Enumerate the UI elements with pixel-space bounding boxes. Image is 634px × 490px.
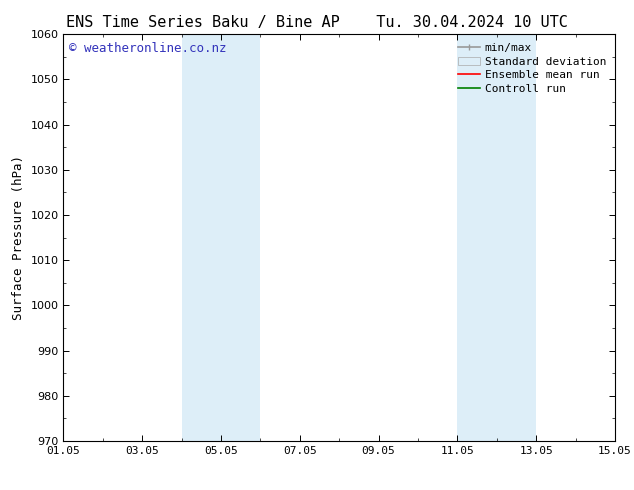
- Text: © weatheronline.co.nz: © weatheronline.co.nz: [69, 43, 226, 55]
- Text: ENS Time Series Baku / Bine AP    Tu. 30.04.2024 10 UTC: ENS Time Series Baku / Bine AP Tu. 30.04…: [66, 15, 568, 30]
- Bar: [181, 34, 261, 441]
- Bar: [457, 34, 536, 441]
- Y-axis label: Surface Pressure (hPa): Surface Pressure (hPa): [12, 155, 25, 320]
- Legend: min/max, Standard deviation, Ensemble mean run, Controll run: min/max, Standard deviation, Ensemble me…: [455, 40, 609, 97]
